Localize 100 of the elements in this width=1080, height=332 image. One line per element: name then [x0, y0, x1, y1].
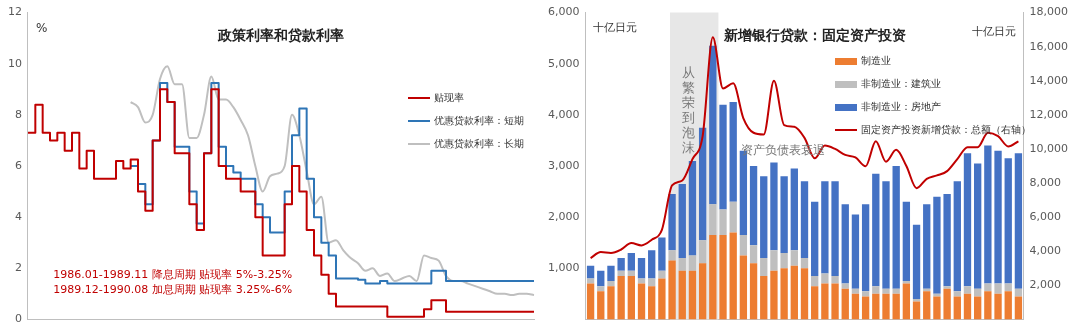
bar — [760, 176, 768, 259]
bar — [902, 201, 911, 282]
bar — [648, 286, 656, 320]
bar — [821, 283, 829, 320]
y2-tick-label: 14,000 — [1029, 73, 1069, 87]
bar — [658, 270, 666, 279]
bar — [994, 293, 1002, 320]
annotation: 1986.01-1989.11 降息周期 贴现率 5%-3.25% — [53, 267, 293, 281]
bar — [719, 235, 727, 320]
bar — [943, 286, 951, 289]
bar — [627, 252, 635, 271]
bar — [688, 270, 697, 320]
bar — [607, 265, 615, 282]
bar — [831, 283, 839, 320]
bar — [800, 258, 809, 269]
bar — [994, 283, 1002, 294]
bar — [882, 288, 890, 294]
bar — [831, 275, 839, 284]
bar — [729, 232, 737, 320]
bar — [963, 286, 972, 294]
bar — [627, 270, 635, 276]
y2-tick-label: 18,000 — [1029, 5, 1069, 19]
bar — [851, 293, 860, 320]
y-axis-title: 十亿日元 — [593, 21, 638, 35]
bar — [678, 258, 686, 271]
bar — [811, 286, 819, 320]
bar — [943, 288, 951, 320]
bar — [688, 160, 697, 256]
bar — [974, 163, 982, 289]
bar — [749, 245, 758, 264]
text: 政策利率和贷款利率 — [217, 27, 344, 44]
bar — [698, 240, 707, 264]
bar — [933, 196, 941, 294]
bar — [821, 181, 829, 274]
bar — [770, 270, 778, 320]
bar — [627, 275, 635, 320]
legend-label: 优惠贷款利率：短期 — [433, 114, 524, 126]
y-tick-label: 2 — [15, 261, 22, 275]
bar — [658, 237, 666, 271]
bar — [597, 270, 605, 287]
bar — [749, 166, 758, 246]
y2-tick-label: 6,000 — [1029, 209, 1062, 223]
bar — [872, 293, 880, 320]
bar — [678, 183, 686, 259]
bar — [648, 250, 656, 279]
y-tick-label: 3,000 — [547, 158, 580, 172]
bar — [841, 283, 849, 289]
bar — [953, 296, 961, 320]
bar — [861, 204, 870, 292]
bar — [943, 194, 951, 287]
bar — [1004, 158, 1012, 284]
bar — [739, 255, 748, 320]
y-tick-label: 8 — [15, 107, 22, 121]
bar — [709, 204, 717, 236]
bar — [1014, 153, 1023, 289]
bar — [749, 263, 758, 320]
bar — [851, 288, 860, 294]
bar — [668, 250, 676, 261]
bar — [984, 283, 992, 292]
y-tick-label: 6,000 — [547, 5, 580, 19]
bar — [698, 263, 707, 320]
bar — [637, 283, 646, 320]
bar — [912, 301, 921, 320]
bar — [1004, 291, 1012, 320]
bar — [882, 293, 890, 320]
bar — [953, 291, 961, 297]
bar — [637, 258, 646, 279]
bar — [760, 258, 768, 276]
bar — [811, 275, 819, 287]
bar — [729, 201, 737, 233]
bar — [800, 181, 809, 259]
bar — [994, 150, 1002, 284]
text: 新增银行贷款：固定资产投资 — [722, 27, 906, 44]
y-tick-label: 4 — [15, 209, 22, 223]
y-tick-label: 5,000 — [547, 56, 580, 70]
y-tick-label: 6 — [15, 158, 22, 172]
bar — [586, 283, 595, 320]
bar — [658, 278, 666, 320]
legend-label: 优惠贷款利率：长期 — [433, 137, 524, 149]
bar — [841, 288, 849, 320]
y2-tick-label: 10,000 — [1029, 141, 1069, 155]
bar — [933, 296, 941, 320]
bar — [698, 127, 707, 241]
y-tick-label: 12 — [8, 5, 22, 19]
bar — [607, 286, 615, 320]
bar — [851, 214, 860, 289]
bar — [770, 162, 778, 251]
bar — [790, 168, 798, 251]
bar — [760, 275, 768, 320]
bar — [688, 255, 697, 271]
bar — [963, 293, 972, 320]
legend-label: 固定资产投资新增贷款：总额（右轴） — [861, 124, 1032, 136]
bar — [719, 104, 727, 210]
y2-tick-label: 4,000 — [1029, 244, 1062, 258]
bar — [872, 286, 880, 294]
y-axis-title: % — [36, 20, 48, 35]
bar — [872, 173, 880, 287]
bar — [637, 278, 646, 284]
bar — [984, 145, 992, 284]
bar — [963, 153, 972, 287]
